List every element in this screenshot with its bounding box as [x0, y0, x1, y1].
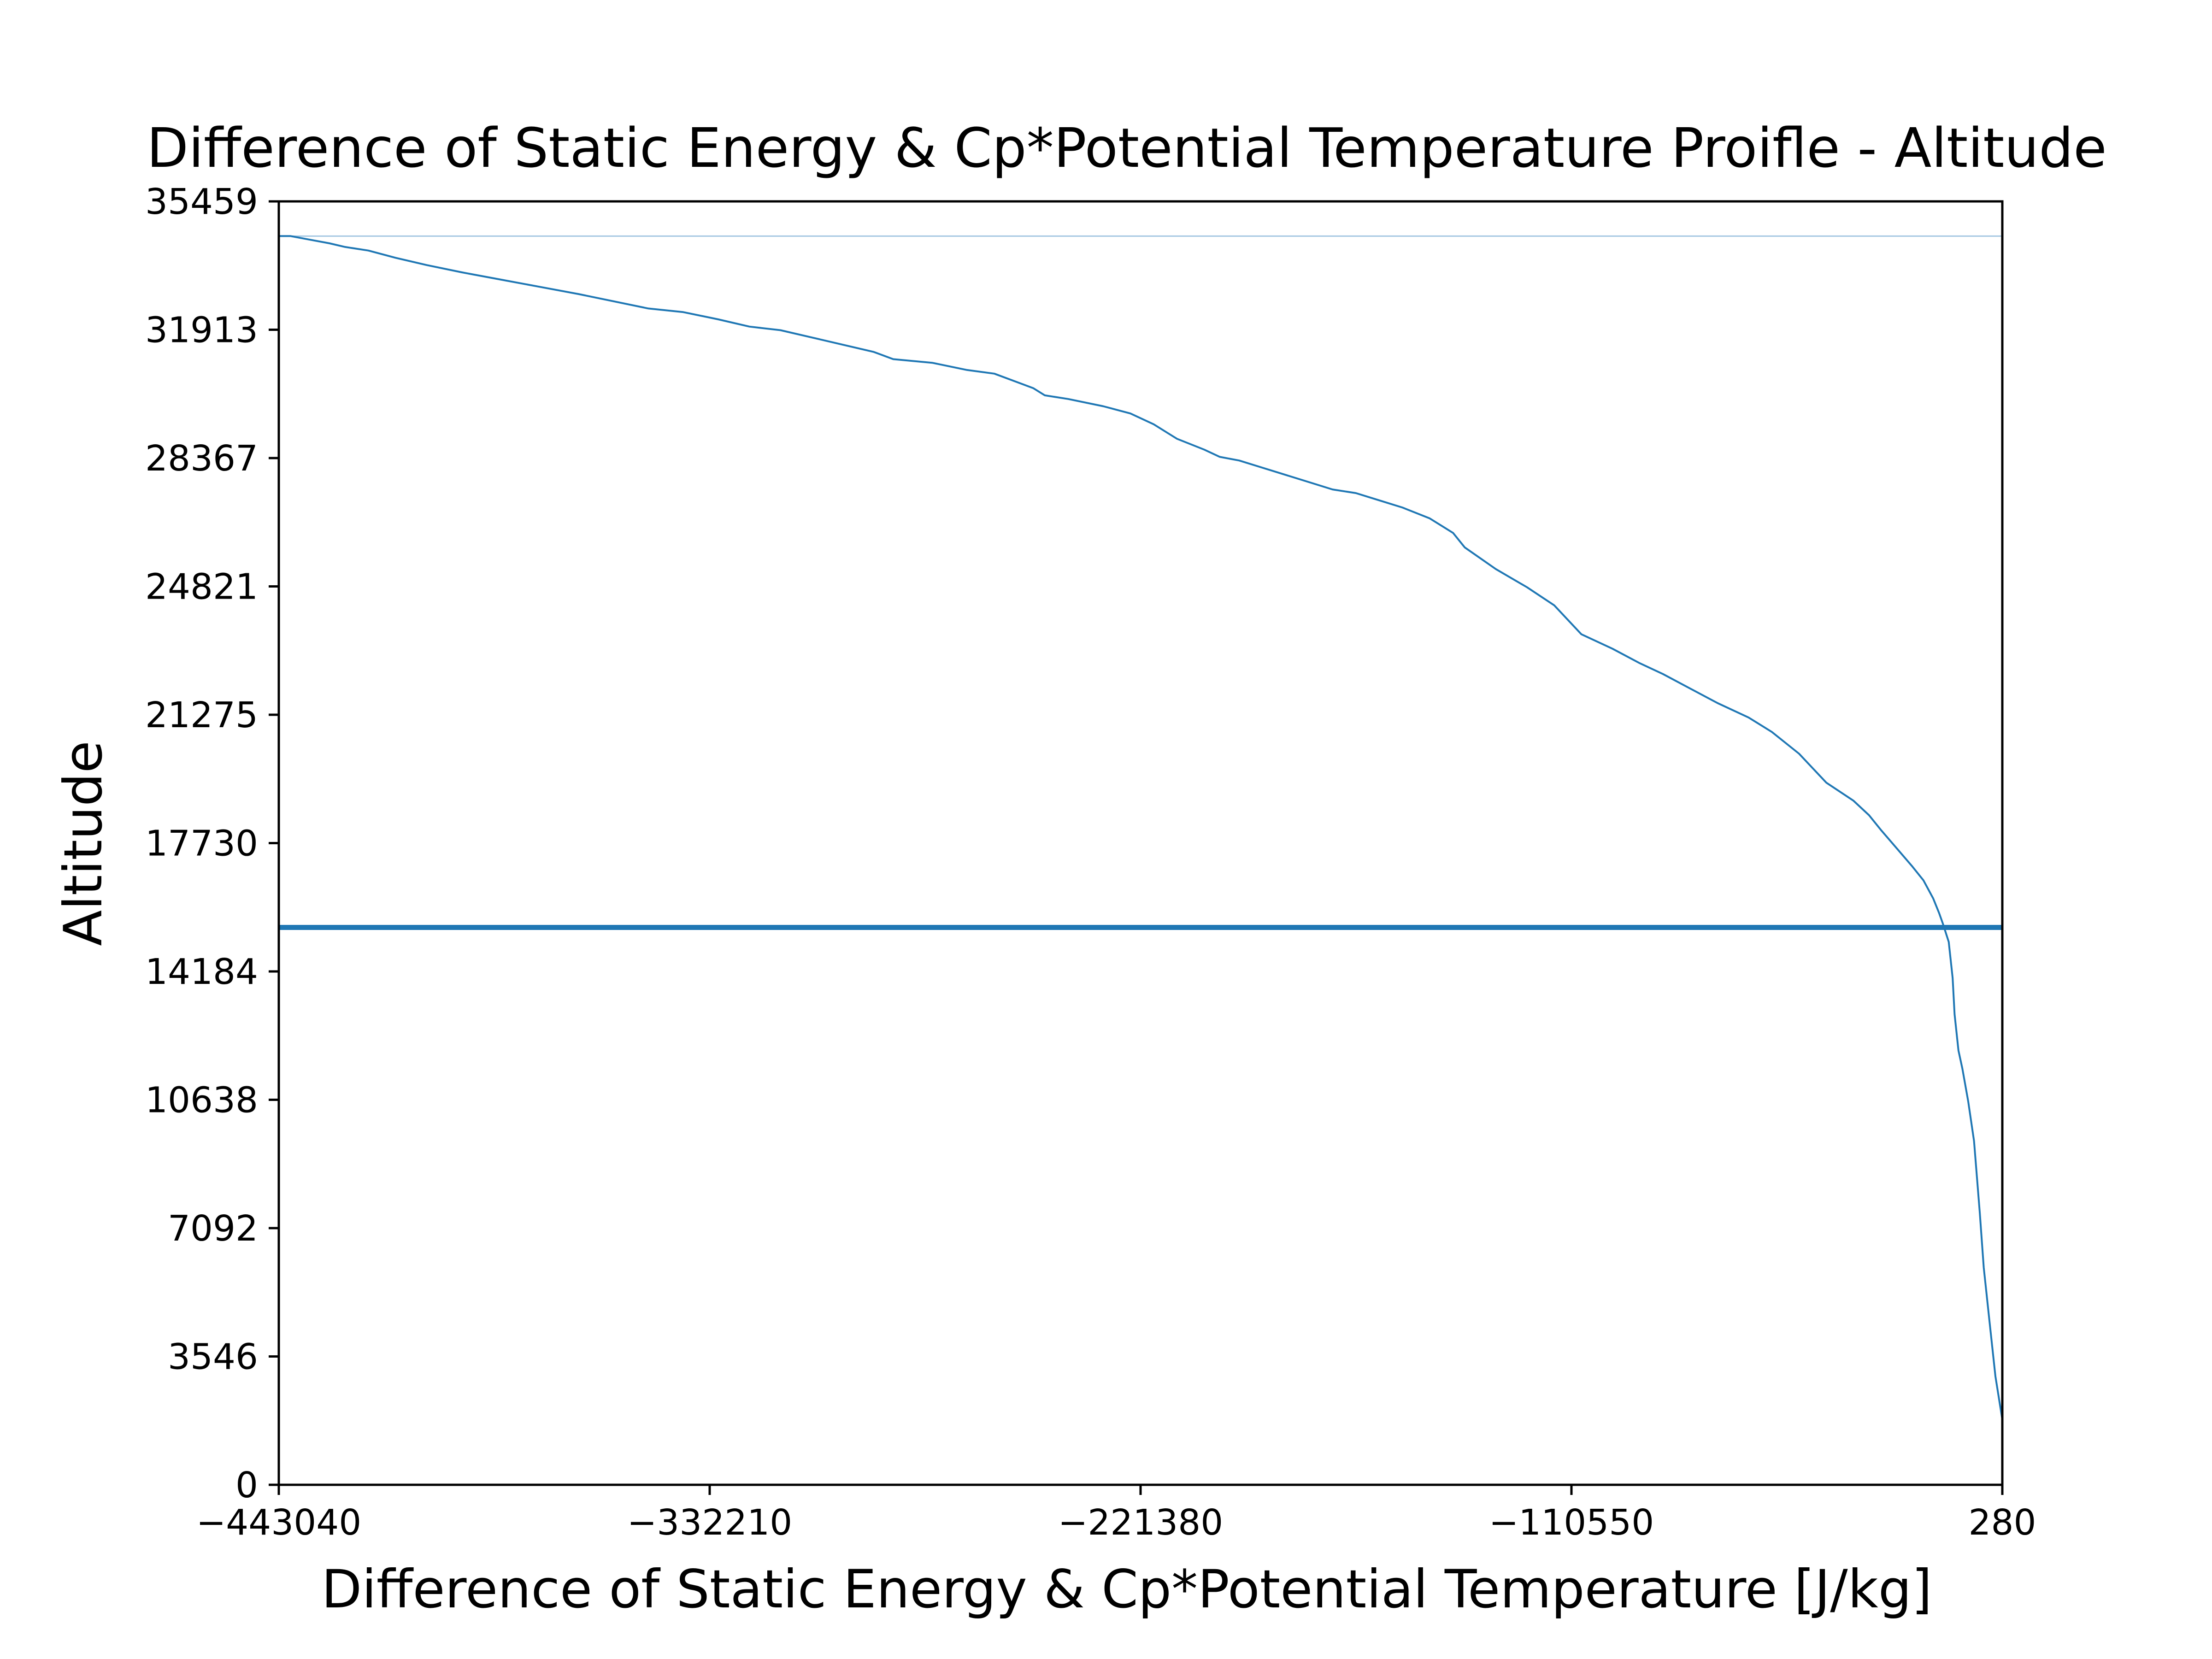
- x-tick-label: 280: [1969, 1502, 2036, 1543]
- x-axis-ticks: −443040 −332210 −221380 −110550 280: [196, 1485, 2036, 1543]
- y-axis-label: Altitude: [53, 741, 114, 946]
- y-tick-label: 14184: [145, 952, 258, 993]
- y-tick-label: 31913: [145, 310, 258, 351]
- x-axis-label: Difference of Static Energy & Cp*Potenti…: [321, 1559, 1932, 1620]
- y-axis-ticks: 0 3546 7092 10638 14184 17730 21275 24821 28367 3…: [145, 182, 279, 1506]
- x-tick-label: −110550: [1489, 1502, 1654, 1543]
- x-tick-label: −443040: [196, 1502, 361, 1543]
- plot-frame: [277, 200, 2004, 1486]
- y-tick-label: 28367: [145, 438, 258, 479]
- chart-title: Difference of Static Energy & Cp*Potenti…: [147, 116, 2106, 180]
- y-tick-label: 21275: [145, 695, 258, 736]
- profile-line: [279, 235, 2003, 1420]
- y-tick-label: 3546: [168, 1336, 258, 1377]
- y-tick-label: 0: [235, 1465, 258, 1506]
- y-tick-label: 7092: [168, 1208, 258, 1249]
- plot-lines: [279, 235, 2003, 1420]
- y-tick-label: 24821: [145, 567, 258, 608]
- x-tick-label: −221380: [1058, 1502, 1223, 1543]
- y-tick-label: 35459: [145, 182, 258, 223]
- y-tick-label: 17730: [145, 823, 258, 864]
- y-tick-label: 10638: [145, 1080, 258, 1121]
- x-tick-label: −332210: [627, 1502, 792, 1543]
